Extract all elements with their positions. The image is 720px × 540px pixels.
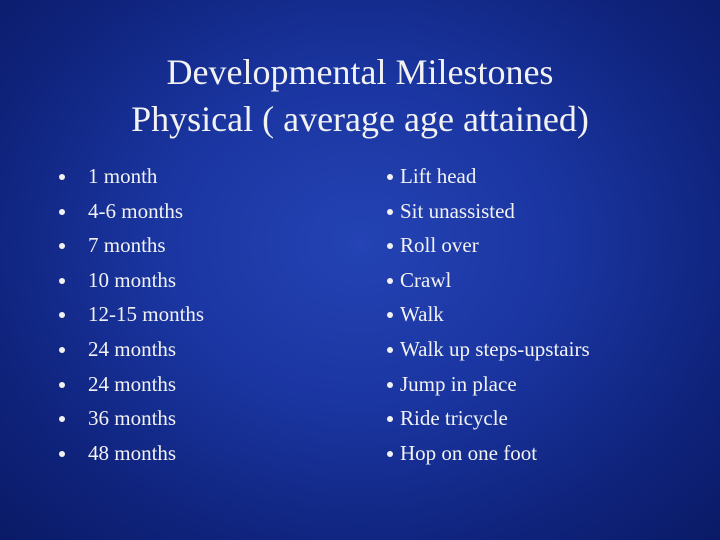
bullet: [59, 243, 65, 250]
list-item: Walk up steps-upstairs: [400, 337, 590, 361]
bullet: [59, 208, 65, 215]
title-line: Physical ( average age attained): [131, 99, 589, 139]
bullet: [387, 208, 393, 215]
bullet: [59, 381, 65, 388]
list-item: 24 months: [88, 371, 177, 396]
bullet: [59, 347, 65, 353]
list-item: Jump in place: [400, 371, 517, 396]
list-item: 4-6 months: [88, 198, 184, 223]
bullet: [387, 416, 393, 423]
bullet: [387, 450, 393, 457]
list-item: 7 months: [88, 233, 166, 258]
list-item: Lift head: [400, 164, 477, 188]
list-item: Roll over: [400, 233, 479, 258]
list-item: 12-15 months: [88, 302, 205, 327]
list-item: 1 month: [88, 164, 158, 188]
bullet: [59, 174, 65, 180]
bullet: [59, 277, 65, 284]
list-item: 10 months: [88, 267, 177, 292]
bullet: [387, 174, 393, 180]
bullet: [387, 347, 393, 353]
list-item: Hop on one foot: [400, 440, 538, 465]
list-item: Walk: [400, 302, 444, 327]
bullet: [59, 416, 65, 423]
list-item: Ride tricycle: [400, 406, 508, 431]
bullet: [387, 381, 393, 388]
list-item: Sit unassisted: [400, 198, 515, 223]
bullet: [387, 312, 393, 319]
bullet: [387, 277, 393, 284]
bullet: [59, 312, 65, 319]
bullet: [59, 450, 65, 457]
list-item: Crawl: [400, 267, 452, 292]
list-item: 48 months: [88, 440, 177, 465]
list-item: 36 months: [88, 406, 177, 431]
bullet: [387, 243, 393, 250]
title-line: Developmental Milestones: [166, 52, 554, 92]
list-item: 24 months: [88, 337, 177, 361]
